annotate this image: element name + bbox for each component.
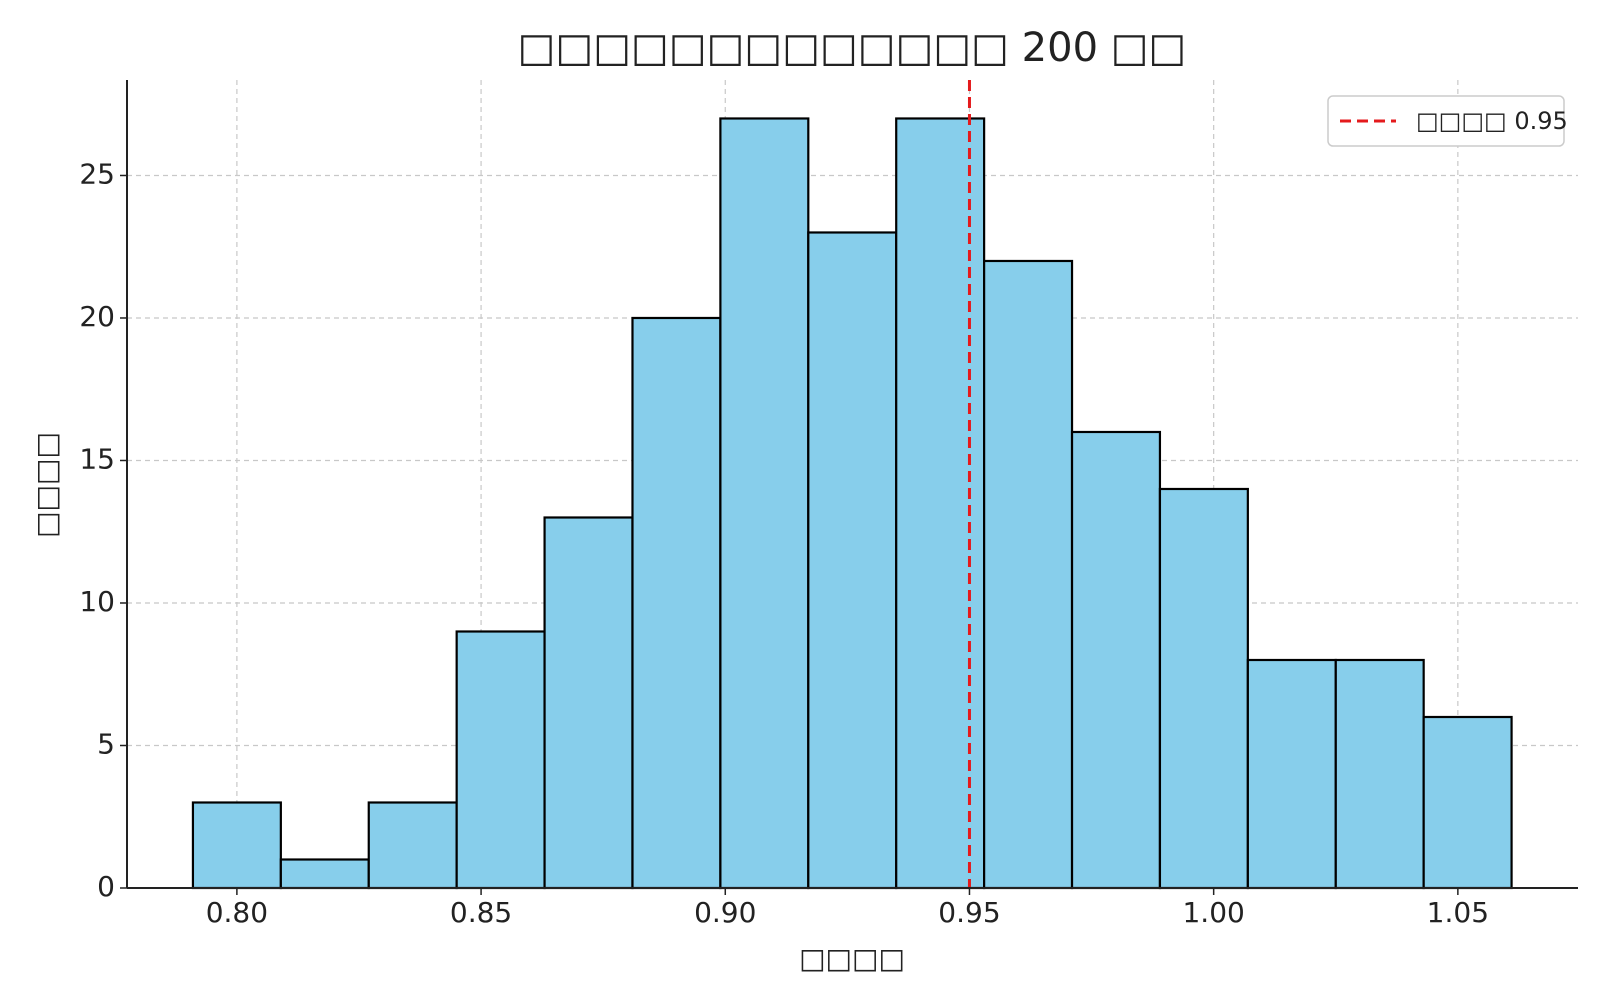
bar [1422,715,1513,890]
bar [1246,658,1337,890]
bar [367,801,458,890]
x-axis-label: □□□□ [799,942,905,975]
x-tick-label: 0.80 [206,896,268,929]
legend-label: □□□□ 0.95 [1416,107,1568,135]
x-tick-label: 0.85 [450,896,512,929]
x-tick-label: 0.90 [694,896,756,929]
y-axis-label: □□□□ [30,432,63,538]
bar [631,316,722,890]
x-tick-label: 1.05 [1427,896,1489,929]
y-tick-label: 5 [97,727,115,760]
x-tick-label: 1.00 [1182,896,1244,929]
bar [191,801,282,890]
y-tick-label: 10 [79,585,115,618]
bar [983,259,1074,890]
y-tick-label: 15 [79,442,115,475]
bar [455,630,546,890]
legend-box [1327,95,1565,147]
legend: □□□□ 0.95 [1327,95,1568,147]
bar [719,117,810,890]
bar [1158,487,1249,890]
y-tick-label: 20 [79,300,115,333]
bar [1070,430,1162,890]
bar [1334,658,1425,890]
bar [543,516,634,890]
y-tick-label: 25 [79,157,115,190]
bar [807,231,898,890]
bar [279,858,370,890]
x-tick-label: 0.95 [938,896,1000,929]
chart-title: □□□□□□□□□□□□□ 200 □□ [518,25,1187,71]
y-tick-label: 0 [97,870,115,903]
